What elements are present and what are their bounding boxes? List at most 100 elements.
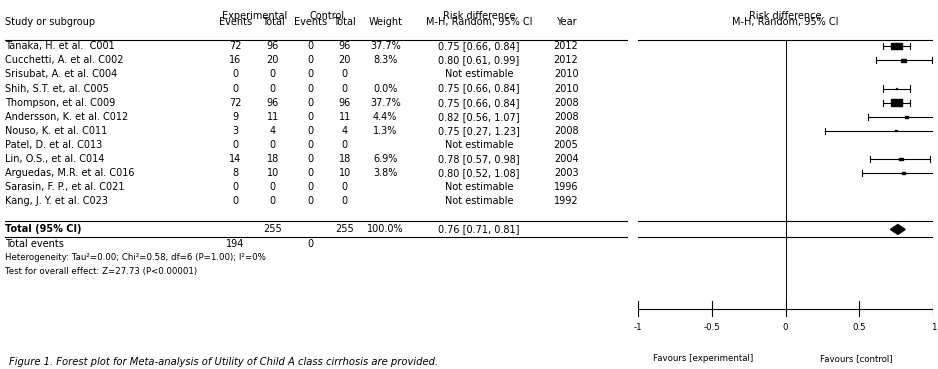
FancyBboxPatch shape xyxy=(899,158,903,160)
Text: 0: 0 xyxy=(308,98,313,108)
Text: Not estimable: Not estimable xyxy=(445,196,513,206)
Text: 0: 0 xyxy=(308,41,313,51)
Text: Events: Events xyxy=(219,17,252,27)
Text: 0: 0 xyxy=(270,140,276,150)
Text: 2003: 2003 xyxy=(553,168,579,178)
Text: 0: 0 xyxy=(270,196,276,206)
Text: Total: Total xyxy=(333,17,356,27)
Text: Not estimable: Not estimable xyxy=(445,182,513,192)
Text: 0.5: 0.5 xyxy=(853,323,867,332)
Text: 11: 11 xyxy=(266,112,279,122)
Text: 0: 0 xyxy=(341,196,348,206)
Text: 0: 0 xyxy=(233,182,238,192)
Text: 194: 194 xyxy=(226,238,245,249)
Text: 0: 0 xyxy=(341,69,348,79)
Text: 18: 18 xyxy=(266,154,279,164)
Text: Total (95% CI): Total (95% CI) xyxy=(5,224,82,234)
Text: 0.80 [0.52, 1.08]: 0.80 [0.52, 1.08] xyxy=(438,168,520,178)
Text: Total events: Total events xyxy=(5,238,64,249)
Text: 1.3%: 1.3% xyxy=(373,126,398,136)
Text: 0: 0 xyxy=(308,154,313,164)
Text: 0: 0 xyxy=(270,69,276,79)
Text: -0.5: -0.5 xyxy=(704,323,720,332)
Text: 2008: 2008 xyxy=(553,126,579,136)
Text: Nouso, K. et al. C011: Nouso, K. et al. C011 xyxy=(5,126,107,136)
Text: Not estimable: Not estimable xyxy=(445,69,513,79)
Text: 0: 0 xyxy=(308,55,313,65)
Text: 0: 0 xyxy=(270,182,276,192)
Text: 96: 96 xyxy=(339,41,351,51)
Text: 14: 14 xyxy=(230,154,242,164)
Text: Lin, O.S., et al. C014: Lin, O.S., et al. C014 xyxy=(5,154,104,164)
Text: Andersson, K. et al. C012: Andersson, K. et al. C012 xyxy=(5,112,128,122)
Text: 100.0%: 100.0% xyxy=(367,224,403,234)
Text: 8: 8 xyxy=(233,168,238,178)
Text: Total: Total xyxy=(262,17,284,27)
Text: 96: 96 xyxy=(339,98,351,108)
Text: Patel, D. et al. C013: Patel, D. et al. C013 xyxy=(5,140,102,150)
Text: Favours [control]: Favours [control] xyxy=(820,354,893,363)
Text: 2008: 2008 xyxy=(553,112,579,122)
Text: 0: 0 xyxy=(308,238,313,249)
Text: 11: 11 xyxy=(339,112,351,122)
Text: Control: Control xyxy=(310,11,345,21)
Text: 0: 0 xyxy=(233,83,238,94)
Text: Tanaka, H. et al.  C001: Tanaka, H. et al. C001 xyxy=(5,41,114,51)
Text: 0: 0 xyxy=(783,323,788,332)
Text: 255: 255 xyxy=(335,224,354,234)
Text: 0: 0 xyxy=(308,69,313,79)
Text: 2012: 2012 xyxy=(553,41,579,51)
Text: 4.4%: 4.4% xyxy=(373,112,398,122)
Text: 0.75 [0.66, 0.84]: 0.75 [0.66, 0.84] xyxy=(438,41,520,51)
Text: 0: 0 xyxy=(233,196,238,206)
Text: 0: 0 xyxy=(308,112,313,122)
FancyBboxPatch shape xyxy=(896,88,897,89)
Text: Risk difference: Risk difference xyxy=(443,11,515,21)
Text: 0: 0 xyxy=(233,140,238,150)
Text: 20: 20 xyxy=(339,55,351,65)
Text: -1: -1 xyxy=(633,323,643,332)
FancyBboxPatch shape xyxy=(902,172,905,174)
Text: M-H, Random, 95% CI: M-H, Random, 95% CI xyxy=(733,17,839,27)
Text: 2010: 2010 xyxy=(553,83,579,94)
Text: Kang, J. Y. et al. C023: Kang, J. Y. et al. C023 xyxy=(5,196,108,206)
Text: Experimental: Experimental xyxy=(221,11,287,21)
Text: 96: 96 xyxy=(266,41,279,51)
Text: 0: 0 xyxy=(308,83,313,94)
Text: Thompson, et al. C009: Thompson, et al. C009 xyxy=(5,98,115,108)
Text: M-H, Random, 95% CI: M-H, Random, 95% CI xyxy=(426,17,532,27)
Text: 0.80 [0.61, 0.99]: 0.80 [0.61, 0.99] xyxy=(438,55,520,65)
FancyBboxPatch shape xyxy=(896,130,898,131)
Text: 10: 10 xyxy=(266,168,279,178)
Text: Study or subgroup: Study or subgroup xyxy=(5,17,95,27)
Text: 6.9%: 6.9% xyxy=(373,154,398,164)
Text: 255: 255 xyxy=(264,224,282,234)
Text: 9: 9 xyxy=(233,112,238,122)
Text: 2008: 2008 xyxy=(553,98,579,108)
FancyBboxPatch shape xyxy=(891,100,901,106)
Text: 18: 18 xyxy=(339,154,351,164)
Text: 2010: 2010 xyxy=(553,69,579,79)
Text: Year: Year xyxy=(556,17,576,27)
Text: 2005: 2005 xyxy=(553,140,579,150)
Text: 0: 0 xyxy=(308,168,313,178)
Text: 0: 0 xyxy=(233,69,238,79)
Text: Figure 1. Forest plot for Meta-analysis of Utility of Child A class cirrhosis ar: Figure 1. Forest plot for Meta-analysis … xyxy=(9,357,438,367)
Text: 2012: 2012 xyxy=(553,55,579,65)
Text: 0: 0 xyxy=(341,140,348,150)
Text: 0: 0 xyxy=(341,182,348,192)
FancyBboxPatch shape xyxy=(891,43,901,49)
Text: Sarasin, F. P., et al. C021: Sarasin, F. P., et al. C021 xyxy=(5,182,124,192)
Text: 0.75 [0.66, 0.84]: 0.75 [0.66, 0.84] xyxy=(438,98,520,108)
Text: 8.3%: 8.3% xyxy=(373,55,398,65)
Text: Not estimable: Not estimable xyxy=(445,140,513,150)
Text: Weight: Weight xyxy=(369,17,402,27)
Text: 3: 3 xyxy=(233,126,238,136)
Text: 2004: 2004 xyxy=(553,154,579,164)
Text: 1996: 1996 xyxy=(553,182,579,192)
Text: 10: 10 xyxy=(339,168,351,178)
Polygon shape xyxy=(890,224,905,234)
Text: Heterogeneity: Tau²=0.00; Chi²=0.58, df=6 (P=1.00); I²=0%: Heterogeneity: Tau²=0.00; Chi²=0.58, df=… xyxy=(5,253,265,262)
Text: 4: 4 xyxy=(341,126,348,136)
FancyBboxPatch shape xyxy=(905,116,908,118)
